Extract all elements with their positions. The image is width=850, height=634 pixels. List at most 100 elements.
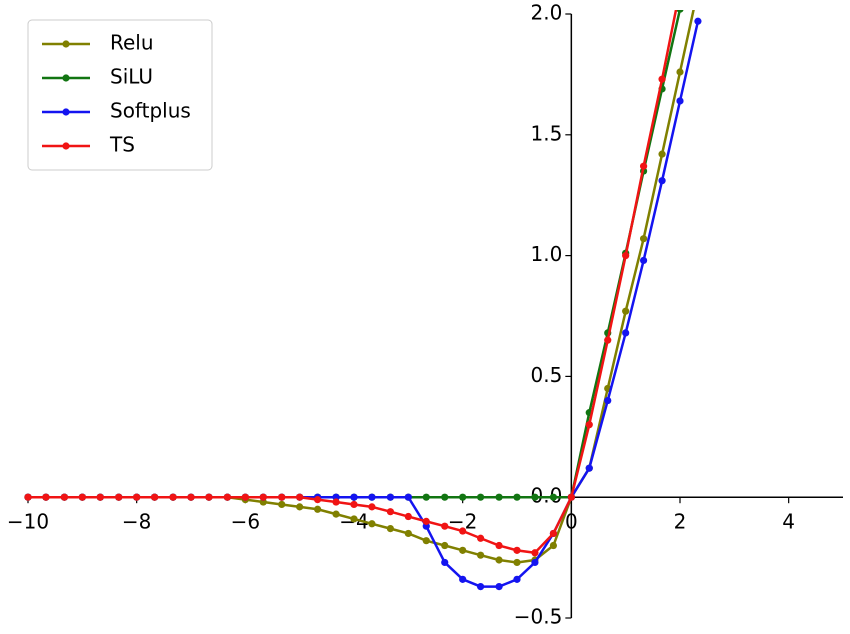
- y-tick-label: −0.5: [514, 605, 563, 629]
- data-point: [350, 515, 358, 523]
- data-point: [495, 582, 503, 591]
- data-point: [459, 493, 467, 501]
- data-point: [495, 541, 503, 550]
- data-point: [531, 493, 539, 501]
- data-point: [604, 396, 612, 405]
- data-point: [658, 75, 666, 83]
- data-point: [42, 493, 50, 501]
- legend-label: SiLU: [110, 65, 153, 89]
- data-point: [223, 493, 232, 501]
- legend-marker: [62, 40, 70, 48]
- data-point: [386, 508, 395, 516]
- data-point: [495, 556, 503, 564]
- data-point: [368, 503, 376, 511]
- data-point: [513, 546, 521, 554]
- data-point: [368, 520, 376, 528]
- legend-label: Softplus: [110, 99, 191, 123]
- x-tick-label: 2: [674, 510, 687, 534]
- data-point: [476, 534, 485, 542]
- data-point: [476, 582, 485, 591]
- data-point: [694, 17, 702, 25]
- data-point: [296, 493, 304, 501]
- data-point: [676, 97, 684, 105]
- data-point: [531, 549, 539, 557]
- legend-label: TS: [109, 133, 135, 157]
- data-point: [313, 496, 322, 504]
- data-point: [259, 493, 267, 501]
- x-tick-label: −6: [231, 510, 260, 534]
- data-point: [296, 503, 304, 511]
- plot-area: [24, 10, 702, 591]
- data-point: [658, 150, 666, 158]
- data-point: [476, 551, 485, 559]
- data-point: [78, 493, 86, 501]
- data-point: [459, 527, 467, 535]
- data-point: [241, 493, 249, 501]
- data-point: [422, 517, 430, 525]
- y-tick-label: 1.5: [531, 121, 563, 145]
- data-point: [513, 493, 521, 501]
- data-point: [567, 493, 575, 501]
- data-point: [24, 493, 32, 501]
- data-point: [169, 493, 177, 501]
- data-point: [549, 541, 558, 550]
- data-point: [441, 541, 449, 550]
- data-point: [639, 162, 648, 170]
- data-point: [622, 307, 630, 315]
- data-point: [332, 510, 340, 518]
- data-point: [386, 525, 395, 533]
- y-tick-label: 1.0: [531, 242, 563, 266]
- data-point: [278, 493, 286, 501]
- x-tick-label: 0: [565, 510, 578, 534]
- data-point: [476, 493, 485, 501]
- legend-box: [27, 19, 213, 171]
- data-point: [278, 500, 286, 509]
- data-point: [639, 235, 648, 243]
- x-tick-label: 4: [782, 510, 795, 534]
- data-point: [150, 493, 159, 501]
- data-point: [404, 493, 412, 501]
- data-point: [604, 336, 612, 344]
- data-point: [495, 493, 503, 501]
- data-point: [549, 529, 558, 538]
- data-point: [513, 558, 521, 567]
- data-point: [115, 493, 123, 501]
- data-point: [332, 498, 340, 506]
- data-point: [404, 529, 412, 538]
- x-tick-label: −8: [122, 510, 151, 534]
- x-tick-label: −10: [7, 510, 49, 534]
- data-point: [622, 252, 630, 260]
- data-point: [422, 537, 430, 545]
- data-point: [187, 493, 195, 501]
- data-point: [441, 522, 449, 530]
- data-point: [459, 575, 467, 583]
- legend-label: Relu: [110, 31, 154, 55]
- data-point: [676, 10, 684, 13]
- data-point: [96, 493, 104, 501]
- data-point: [676, 68, 684, 76]
- data-point: [459, 546, 467, 554]
- legend: Relu SiLU Softplus TS: [27, 19, 213, 171]
- data-point: [622, 329, 630, 337]
- data-point: [368, 493, 376, 501]
- data-point: [422, 493, 430, 501]
- data-point: [60, 493, 69, 501]
- data-point: [513, 575, 521, 583]
- data-point: [386, 493, 395, 501]
- data-point: [585, 421, 593, 429]
- data-point: [441, 493, 449, 501]
- data-point: [549, 493, 558, 501]
- legend-marker: [62, 142, 70, 150]
- data-point: [350, 500, 358, 509]
- y-tick-label: 2.0: [531, 1, 563, 25]
- data-point: [658, 177, 666, 185]
- y-tick-label: 0.5: [531, 363, 563, 387]
- data-point: [133, 493, 141, 501]
- data-point: [205, 493, 213, 501]
- data-point: [639, 256, 648, 265]
- data-point: [531, 558, 539, 567]
- data-point: [313, 505, 322, 513]
- data-point: [585, 464, 593, 472]
- data-point: [350, 493, 358, 501]
